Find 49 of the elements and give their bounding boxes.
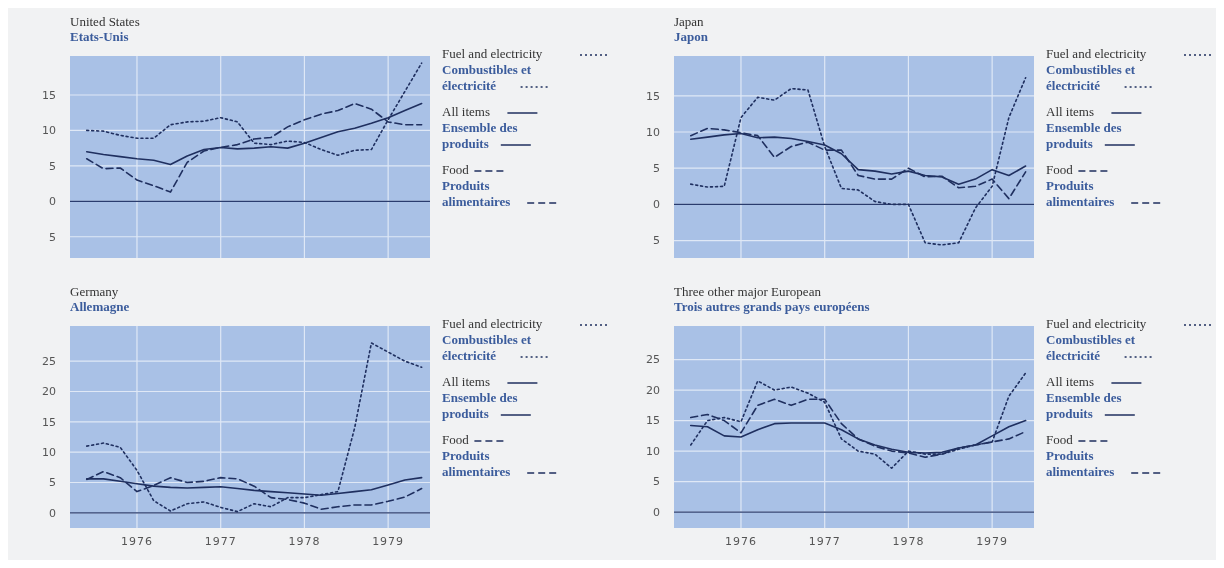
y-tick-label: 25 (42, 355, 56, 369)
chart-title: United States Etats-Unis (70, 14, 140, 44)
line-series (689, 372, 1027, 469)
y-tick-label: 5 (653, 234, 660, 248)
x-tick-label: 1976 (120, 535, 153, 548)
y-tick-label: 25 (646, 353, 660, 367)
text: All items Ensemble des produits (442, 374, 518, 421)
y-tick-label: 10 (646, 125, 660, 139)
series-label: All items Ensemble des produits (1046, 374, 1122, 421)
y-tick-label: 15 (42, 415, 56, 429)
y-tick-label: 20 (646, 383, 660, 397)
series-label: Fuel and electricity Combustibles et électricité (1046, 316, 1147, 363)
series-label: Fuel and electricity Combustibles et électricité (442, 46, 543, 93)
x-tick-label: 1976 (724, 535, 757, 548)
y-tick-label: 0 (653, 198, 660, 212)
y-tick-label: 10 (646, 444, 660, 458)
series-label: All items Ensemble des produits (1046, 104, 1122, 151)
x-tick-label: 1979 (372, 535, 405, 548)
chart-title: Germany Allemagne (70, 284, 130, 314)
y-tick-label: 0 (49, 506, 56, 520)
x-tick-label: 1977 (808, 535, 841, 548)
y-tick-label: 5 (653, 475, 660, 489)
y-tick-label: 5 (49, 230, 56, 244)
series-label: Fuel and electricity Combustibles et électricité (1046, 46, 1147, 93)
series-label: Food Produits alimentaires (442, 432, 511, 479)
x-tick-label: 1977 (204, 535, 237, 548)
line-series (85, 342, 423, 513)
series-label: Fuel and electricity Combustibles et électricité (442, 316, 543, 363)
y-tick-label: 20 (42, 385, 56, 399)
y-tick-label: 0 (653, 505, 660, 519)
chart-title: Three other major European Trois autres grands pays européens (674, 284, 870, 314)
y-tick-label: 5 (49, 159, 56, 173)
x-tick-label: 1978 (288, 535, 321, 548)
y-tick-label: 15 (42, 88, 56, 102)
y-tick-label: 5 (653, 162, 660, 176)
line-series (689, 76, 1027, 246)
x-tick-label: 1979 (976, 535, 1009, 548)
y-tick-label: 0 (49, 195, 56, 209)
y-tick-label: 10 (42, 124, 56, 138)
series-label: Food Produits alimentaires (1046, 432, 1115, 479)
x-tick-label: 1978 (892, 535, 925, 548)
y-tick-label: 5 (49, 476, 56, 490)
y-tick-label: 15 (646, 89, 660, 103)
y-tick-label: 10 (42, 446, 56, 460)
series-label: All items Ensemble des produits (442, 104, 518, 151)
series-label: Food Produits alimentaires (1046, 162, 1115, 209)
text: Food Produits alimentaires (442, 162, 511, 209)
y-tick-label: 15 (646, 414, 660, 428)
chart-title: Japan Japon (674, 14, 709, 44)
